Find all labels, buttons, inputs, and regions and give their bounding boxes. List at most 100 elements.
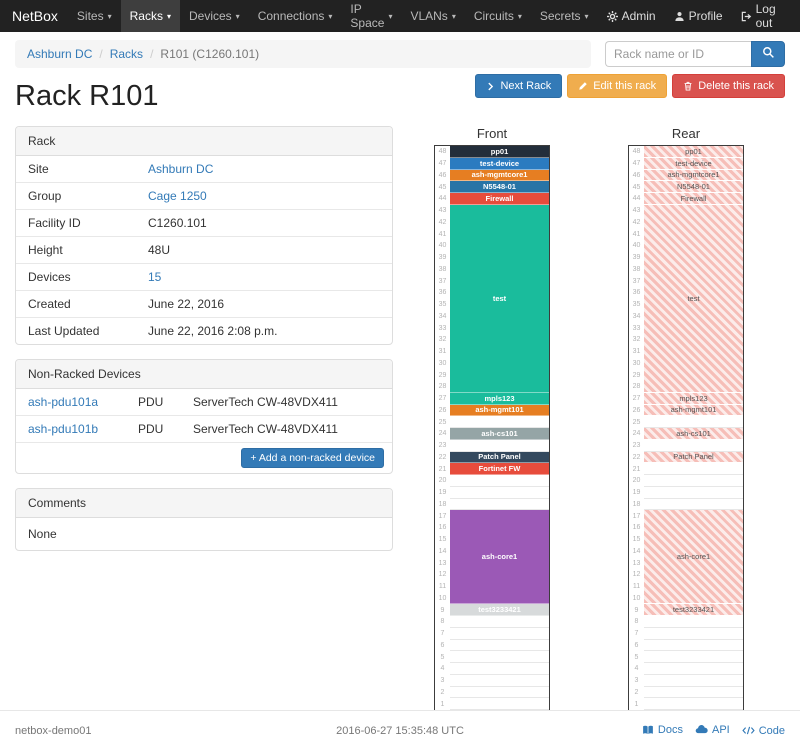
- non-racked-table: ash-pdu101a PDU ServerTech CW-48VDX411 ash-…: [16, 389, 392, 442]
- attr-row-last-updated: Last Updated June 22, 2016 2:08 p.m.: [16, 317, 392, 344]
- footer-link-api[interactable]: API: [695, 723, 730, 736]
- nav-item-devices[interactable]: Devices ▾: [180, 0, 249, 32]
- device-patch-panel[interactable]: Patch Panel: [450, 451, 549, 464]
- device-fortinet-fw[interactable]: Fortinet FW: [450, 463, 549, 475]
- unit-number-gutter: 48: [435, 146, 450, 158]
- footer-link-label: API: [711, 723, 730, 736]
- attr-value[interactable]: Ashburn DC: [148, 162, 214, 176]
- unit-number-gutter: 45: [629, 181, 644, 193]
- device-test[interactable]: test: [450, 204, 549, 393]
- device-link[interactable]: ash-pdu101b: [28, 422, 99, 436]
- nav-item-log-out[interactable]: Log out: [732, 0, 790, 32]
- unit-number: 39: [632, 254, 641, 262]
- device-model: ServerTech CW-48VDX411: [193, 422, 338, 436]
- delete-rack-button[interactable]: Delete this rack: [672, 74, 785, 98]
- unit-number: 1: [440, 700, 445, 708]
- unit-number: 44: [632, 195, 641, 203]
- nav-item-sites[interactable]: Sites ▾: [68, 0, 121, 32]
- unit-number: 44: [438, 195, 447, 203]
- device-test3233421[interactable]: test3233421: [644, 604, 743, 616]
- empty-slot: [450, 627, 549, 640]
- attr-label: Devices: [28, 270, 71, 284]
- empty-slot: [644, 663, 743, 675]
- unit-number-gutter: 2: [629, 687, 644, 699]
- rack-unit-empty: 3: [435, 674, 549, 687]
- add-non-racked-button[interactable]: + Add a non-racked device: [241, 448, 384, 468]
- device-firewall[interactable]: Firewall: [450, 193, 549, 205]
- unit-number: 24: [632, 430, 641, 438]
- nav-item-circuits[interactable]: Circuits ▾: [465, 0, 531, 32]
- unit-number: 3: [634, 677, 639, 685]
- rack-unit-empty: 3: [629, 674, 743, 687]
- unit-number-gutter: 46: [629, 170, 644, 182]
- unit-number-gutter: 43 42 41 40 39 38 37 36 35 34 33 32 31 30 29 28: [629, 205, 644, 393]
- user-icon: [674, 11, 685, 22]
- device-pp01[interactable]: pp01: [450, 146, 549, 158]
- edit-rack-button[interactable]: Edit this rack: [567, 74, 668, 98]
- empty-slot: [644, 463, 743, 475]
- device-ash-cs101[interactable]: ash-cs101: [644, 428, 743, 440]
- search-input[interactable]: [605, 41, 751, 67]
- unit-number: 37: [632, 277, 641, 285]
- rack-unit-empty: 19: [435, 486, 549, 499]
- unit-number: 14: [438, 547, 447, 555]
- footer-link-code[interactable]: Code: [742, 725, 785, 737]
- attr-value[interactable]: 15: [148, 270, 162, 284]
- brand-logo[interactable]: NetBox: [12, 8, 58, 24]
- device-link[interactable]: ash-pdu101a: [28, 395, 99, 409]
- attr-label: Last Updated: [28, 324, 100, 338]
- chevron-down-icon: ▾: [235, 11, 240, 21]
- unit-number-gutter: 7: [435, 628, 450, 640]
- unit-number-gutter: 17 16 15 14 13 12 11 10: [435, 510, 450, 604]
- rack-unit-occupied: 44 Firewall: [435, 193, 549, 205]
- device-ash-mgmtcore1[interactable]: ash-mgmtcore1: [450, 169, 549, 182]
- rack-unit-empty: 5: [435, 651, 549, 663]
- device-mpls123[interactable]: mpls123: [450, 392, 549, 405]
- nav-item-profile[interactable]: Profile: [665, 0, 732, 32]
- next-rack-button[interactable]: Next Rack: [475, 74, 563, 98]
- comments-panel: Comments None: [15, 488, 393, 551]
- device-ash-cs101[interactable]: ash-cs101: [450, 428, 549, 440]
- nav-item-ip-space[interactable]: IP Space ▾: [341, 0, 401, 32]
- device-patch-panel[interactable]: Patch Panel: [644, 451, 743, 464]
- nav-item-racks[interactable]: Racks ▾: [120, 0, 180, 32]
- unit-number: 15: [632, 536, 641, 544]
- nav-item-secrets[interactable]: Secrets ▾: [531, 0, 598, 32]
- unit-number: 17: [632, 512, 641, 520]
- unit-number-gutter: 23: [629, 440, 644, 452]
- nav-item-label: Racks: [129, 9, 163, 23]
- nav-item-vlans[interactable]: VLANs ▾: [401, 0, 464, 32]
- rack-unit-occupied: 24 ash-cs101: [629, 428, 743, 440]
- nav-item-admin[interactable]: Admin: [598, 0, 665, 32]
- attr-row-created: Created June 22, 2016: [16, 290, 392, 317]
- device-test-device[interactable]: test-device: [644, 157, 743, 170]
- breadcrumb-item[interactable]: Racks: [109, 47, 144, 61]
- breadcrumb-item[interactable]: Ashburn DC: [27, 47, 93, 61]
- device-ash-mgmt101[interactable]: ash-mgmt101: [450, 404, 549, 417]
- device-ash-mgmt101[interactable]: ash-mgmt101: [644, 404, 743, 417]
- device-test3233421[interactable]: test3233421: [450, 604, 549, 616]
- device-n5548-01[interactable]: N5548-01: [450, 181, 549, 193]
- empty-slot: [644, 639, 743, 652]
- nav-item-connections[interactable]: Connections ▾: [249, 0, 342, 32]
- device-mpls123[interactable]: mpls123: [644, 392, 743, 405]
- attr-value[interactable]: Cage 1250: [148, 189, 207, 203]
- unit-number: 46: [438, 171, 447, 179]
- footer-link-docs[interactable]: Docs: [642, 724, 683, 736]
- search-button[interactable]: [751, 41, 785, 67]
- unit-number-gutter: 20: [435, 475, 450, 487]
- rack-unit-empty: 8: [629, 616, 743, 628]
- device-ash-core1[interactable]: ash-core1: [644, 510, 743, 605]
- device-ash-mgmtcore1[interactable]: ash-mgmtcore1: [644, 169, 743, 182]
- device-firewall[interactable]: Firewall: [644, 193, 743, 205]
- unit-number-gutter: 1: [435, 698, 450, 710]
- device-pp01[interactable]: pp01: [644, 146, 743, 158]
- device-ash-core1[interactable]: ash-core1: [450, 510, 549, 605]
- unit-number: 13: [438, 559, 447, 567]
- attr-row-height: Height 48U: [16, 236, 392, 263]
- device-n5548-01[interactable]: N5548-01: [644, 181, 743, 193]
- device-test-device[interactable]: test-device: [450, 157, 549, 170]
- unit-number: 4: [440, 665, 445, 673]
- device-test[interactable]: test: [644, 204, 743, 393]
- left-column: Rack Site Ashburn DC Group Cage 1250 Facilit…: [15, 126, 393, 711]
